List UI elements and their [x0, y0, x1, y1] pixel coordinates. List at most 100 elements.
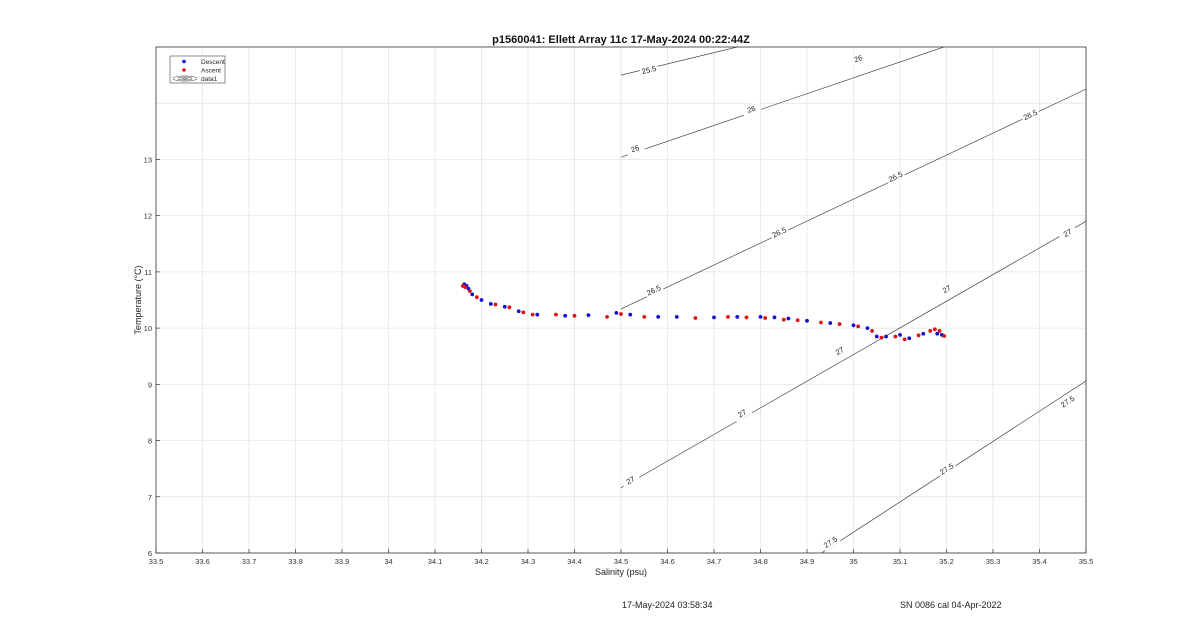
descent-point: [874, 334, 879, 339]
contour-label-text: 27: [1062, 227, 1074, 239]
ascent-point: [781, 317, 786, 322]
legend-descent-marker: [182, 59, 186, 64]
ascent-point: [937, 329, 942, 333]
contour-label-bg: [1057, 223, 1078, 242]
contour-label-text: 27: [736, 407, 748, 419]
contour-label-bg: [620, 471, 641, 489]
contour-label: 26.5: [885, 167, 906, 185]
descent-point: [898, 332, 902, 337]
ascent-point: [870, 329, 874, 333]
ascent-point: [942, 334, 947, 338]
descent-point: [479, 298, 484, 302]
axis-ticks: 33.5 33.6 33.7 33.8 33.9 34 34.1 34.2 34.3 34.4 34…: [144, 155, 1094, 566]
descent-point: [535, 312, 540, 317]
x-tick-label: 34.1: [428, 557, 443, 566]
contour-label: 27: [1057, 223, 1078, 242]
data-series: [461, 282, 947, 342]
x-tick-label: 35.2: [939, 557, 954, 566]
contour-label-bg: [643, 281, 664, 299]
footer-sensor-calibration: SN 0086 cal 04-Apr-2022: [900, 600, 1002, 610]
x-tick-label: 35.3: [986, 557, 1001, 566]
x-tick-label: 35: [849, 557, 857, 566]
ascent-point: [619, 312, 623, 316]
descent-point: [488, 302, 493, 306]
contour-label: 26.5: [1019, 106, 1041, 123]
contour-line-26: [620, 47, 945, 158]
x-tick-label: 34.9: [800, 557, 815, 566]
ascent-point: [902, 337, 907, 342]
contour-label: 26: [848, 50, 869, 66]
contour-line-25-5: [620, 47, 739, 76]
ascent-point: [493, 302, 498, 307]
y-tick-label: 8: [148, 437, 152, 446]
y-tick-label: 7: [148, 493, 152, 502]
x-tick-label: 34: [384, 557, 392, 566]
x-tick-label: 34.2: [474, 557, 489, 566]
ascent-point: [837, 322, 842, 327]
x-tick-label: 35.1: [893, 557, 908, 566]
contour-label-bg: [731, 404, 753, 422]
x-tick-label: 34.8: [753, 557, 768, 566]
ascent-point: [467, 289, 472, 293]
contour-line-26-5: [620, 88, 1086, 310]
contour-label-bg: [1019, 106, 1041, 123]
grid: [155, 47, 1087, 554]
y-tick-label: 11: [144, 268, 152, 277]
x-tick-label: 33.8: [288, 557, 303, 566]
descent-point: [758, 314, 763, 319]
descent-point: [884, 334, 888, 339]
x-tick-label: 34.4: [567, 557, 582, 566]
ascent-point: [530, 312, 535, 317]
descent-point: [828, 321, 833, 325]
legend-box: [169, 55, 226, 84]
contour-label-text: 27: [834, 345, 846, 357]
descent-point: [502, 304, 507, 309]
chart-title: p1560041: Ellett Array 11c 17-May-2024 0…: [492, 34, 750, 46]
y-tick-label: 12: [144, 212, 152, 221]
x-tick-label: 35.4: [1032, 557, 1047, 566]
contour-label: 27.5: [819, 532, 841, 551]
contour-label: 26: [624, 140, 646, 156]
contour-label-bg: [624, 140, 646, 156]
legend: Descent Ascent data1: [169, 55, 226, 84]
series-descent: [462, 282, 944, 341]
descent-point: [786, 316, 791, 321]
descent-point: [772, 315, 777, 320]
descent-point: [656, 314, 661, 319]
contour-label-bg: [768, 223, 790, 241]
descent-point: [921, 331, 926, 336]
x-tick-label: 33.7: [242, 557, 257, 566]
ascent-point: [819, 320, 823, 325]
x-tick-label: 35.5: [1079, 557, 1094, 566]
contour-label: 27: [829, 341, 850, 360]
contour-label-text: 25.5: [641, 64, 657, 76]
density-contours: 25.526262626.526.526.526.5272727272727.5…: [620, 47, 1086, 553]
footer-timestamp: 17-May-2024 03:58:34: [622, 600, 713, 610]
ascent-point: [642, 314, 647, 319]
y-tick-label: 9: [148, 380, 152, 389]
ascent-point: [693, 316, 698, 320]
descent-point: [470, 292, 475, 297]
ascent-point: [474, 295, 479, 300]
contour-label-bg: [936, 459, 957, 478]
x-tick-label: 33.9: [335, 557, 350, 566]
ascent-point: [726, 314, 730, 319]
x-tick-label: 34.6: [660, 557, 675, 566]
legend-ascent-marker: [182, 68, 186, 72]
ascent-point: [572, 313, 577, 318]
ascent-point: [795, 318, 800, 323]
contour-label: 26.5: [643, 281, 664, 299]
series-ascent: [461, 284, 947, 342]
legend-data1-label: data1: [201, 76, 218, 83]
x-tick-label: 33.6: [195, 557, 210, 566]
x-tick-label: 34.7: [707, 557, 722, 566]
descent-point: [674, 314, 679, 319]
x-tick-label: 34.5: [614, 557, 629, 566]
y-tick-label: 13: [144, 155, 152, 164]
contour-label-bg: [638, 62, 659, 77]
ascent-point: [856, 324, 861, 329]
ascent-point: [605, 314, 609, 319]
descent-point: [735, 314, 740, 319]
ascent-point: [744, 315, 749, 320]
contour-label: 26: [741, 101, 762, 117]
